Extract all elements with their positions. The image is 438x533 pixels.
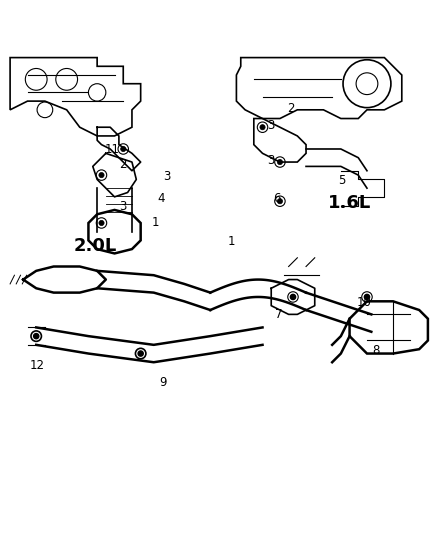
Text: 8: 8 <box>372 344 379 358</box>
Text: 1: 1 <box>152 216 159 230</box>
Text: 1: 1 <box>227 235 235 248</box>
Circle shape <box>138 351 143 356</box>
Text: 3: 3 <box>268 154 275 167</box>
Circle shape <box>290 294 296 300</box>
Text: 2.0L: 2.0L <box>73 237 117 255</box>
Text: 2: 2 <box>287 102 295 115</box>
Circle shape <box>34 334 39 339</box>
Text: 2: 2 <box>119 158 126 171</box>
Text: 7: 7 <box>276 308 283 321</box>
Text: 3: 3 <box>119 200 126 213</box>
Circle shape <box>99 220 104 225</box>
Text: 12: 12 <box>30 359 45 372</box>
Text: 10: 10 <box>357 296 371 309</box>
Text: 3: 3 <box>268 118 275 132</box>
Circle shape <box>260 125 265 130</box>
Text: 11: 11 <box>105 143 120 156</box>
Circle shape <box>277 159 283 165</box>
Text: 5: 5 <box>339 174 346 187</box>
Circle shape <box>277 199 283 204</box>
Circle shape <box>120 147 126 151</box>
Text: 3: 3 <box>163 171 170 183</box>
Circle shape <box>99 173 104 177</box>
Circle shape <box>364 294 370 300</box>
Text: 6: 6 <box>273 192 280 205</box>
Text: 1.6L: 1.6L <box>328 195 371 212</box>
Text: 4: 4 <box>157 192 165 205</box>
Text: 9: 9 <box>159 376 167 389</box>
